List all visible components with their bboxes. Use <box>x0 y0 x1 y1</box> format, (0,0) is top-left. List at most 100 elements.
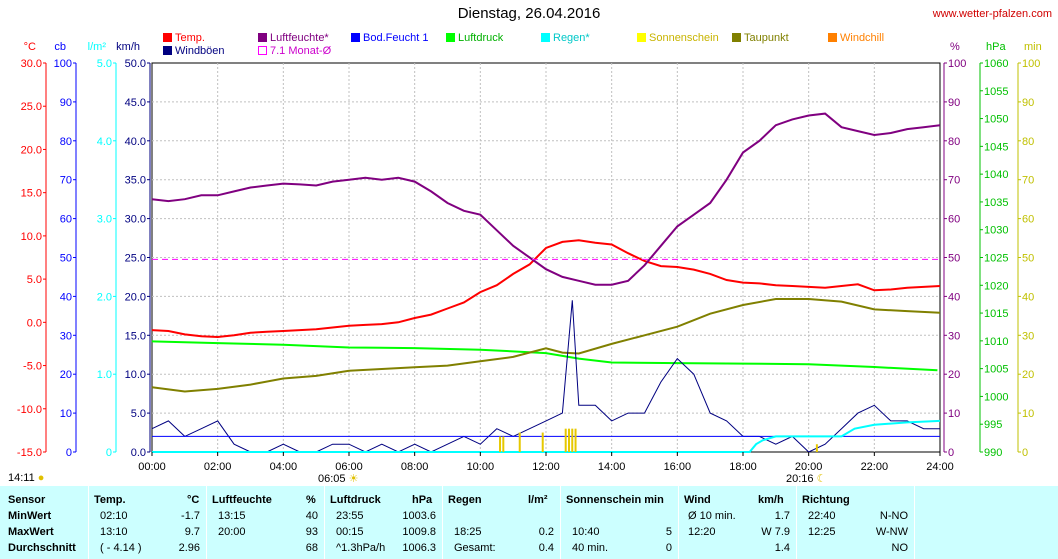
axis-label-rain: 4.0 <box>97 136 112 148</box>
axis-label-hum: 30 <box>948 330 960 342</box>
axis-label-wind: 35.0 <box>125 175 146 187</box>
axis-label-wind: 10.0 <box>125 369 146 381</box>
table-cell: 13:15 <box>218 510 246 522</box>
axis-label-sun: 60 <box>1022 214 1034 226</box>
legend-swatch <box>541 33 550 42</box>
header-pressure: Luftdruck <box>330 494 381 506</box>
axis-label-sun: 0 <box>1022 447 1028 459</box>
table-cell: 12:25 <box>808 526 836 538</box>
table-cell: 68 <box>305 542 318 554</box>
axis-unit-press: hPa <box>986 41 1006 53</box>
table-cell: NO <box>891 542 909 554</box>
header-sensor: Sensor <box>8 494 46 506</box>
axis-label-cb: 100 <box>54 58 72 70</box>
axis-label-sun: 20 <box>1022 369 1034 381</box>
x-tick-label: 16:00 <box>664 461 692 473</box>
legend-label: Luftfeuchte* <box>270 32 329 44</box>
axis-label-temp: -10.0 <box>17 404 42 416</box>
axis-label-press: 1020 <box>984 280 1008 292</box>
header-sunshine: Sonnenschein min <box>566 494 664 506</box>
legend-item: 7.1 Monat-Ø <box>258 45 331 57</box>
axis-label-press: 990 <box>984 447 1002 459</box>
axis-label-press: 1035 <box>984 197 1008 209</box>
site-link[interactable]: www.wetter-pfalzen.com <box>932 8 1052 20</box>
header-wind-unit: km/h <box>758 494 784 506</box>
axis-label-hum: 20 <box>948 369 960 381</box>
legend-item: Sonnenschein <box>637 32 719 44</box>
table-cell: 00:15 <box>336 526 364 538</box>
chart-title: Dienstag, 26.04.2016 <box>457 5 601 22</box>
axis-label-wind: 0.0 <box>131 447 146 459</box>
table-cell: N-NO <box>879 510 908 522</box>
table-cell: 1006.3 <box>402 542 436 554</box>
axis-label-wind: 5.0 <box>131 408 146 420</box>
table-cell: ^1.3hPa/h <box>336 542 386 554</box>
header-humidity-unit: % <box>306 494 316 506</box>
axis-label-press: 1025 <box>984 253 1008 265</box>
axis-label-rain: 0 <box>106 447 112 459</box>
axis-label-sun: 30 <box>1022 330 1034 342</box>
table-cell: 5 <box>665 526 672 538</box>
x-tick-label: 04:00 <box>270 461 298 473</box>
series-regen- <box>152 419 941 453</box>
axis-label-sun: 100 <box>1022 58 1040 70</box>
x-tick-label: 06:00 <box>335 461 363 473</box>
header-direction: Richtung <box>802 494 850 506</box>
header-rain: Regen <box>448 494 482 506</box>
axis-label-sun: 10 <box>1022 408 1034 420</box>
table-cell: 02:10 <box>100 510 128 522</box>
axis-label-wind: 45.0 <box>125 97 146 109</box>
legend-item: Temp. <box>163 32 205 44</box>
legend-swatch <box>828 33 837 42</box>
axis-label-rain: 1.0 <box>97 369 112 381</box>
legend-item: Luftdruck <box>446 32 503 44</box>
sunset-label: 20:16 ☾ <box>786 473 827 485</box>
axis-label-press: 1045 <box>984 141 1008 153</box>
header-temp: Temp. <box>94 494 126 506</box>
axis-label-sun: 50 <box>1022 253 1034 265</box>
axis-unit-temp: °C <box>24 41 36 53</box>
axis-label-temp: 5.0 <box>27 274 42 286</box>
axis-label-press: 1055 <box>984 86 1008 98</box>
axis-label-hum: 0 <box>948 447 954 459</box>
table-cell: 0.4 <box>538 542 554 554</box>
axis-label-cb: 70 <box>60 175 72 187</box>
axis-label-hum: 70 <box>948 175 960 187</box>
table-cell: 40 min. <box>572 542 609 554</box>
table-cell: 13:10 <box>100 526 128 538</box>
table-cell: 9.7 <box>184 526 200 538</box>
axis-label-cb: 40 <box>60 291 72 303</box>
axis-label-cb: 50 <box>60 253 72 265</box>
legend-item: Windchill <box>828 32 884 44</box>
legend-label: 7.1 Monat-Ø <box>270 45 332 57</box>
legend-swatch <box>258 33 267 42</box>
x-tick-label: 12:00 <box>532 461 560 473</box>
sun-icon: ☀ <box>345 473 359 485</box>
table-cell: W 7.9 <box>761 526 790 538</box>
axis-label-cb: 60 <box>60 214 72 226</box>
axis-label-sun: 90 <box>1022 97 1034 109</box>
axis-label-rain: 3.0 <box>97 214 112 226</box>
axis-label-temp: -15.0 <box>17 447 42 459</box>
legend-swatch <box>637 33 646 42</box>
axis-label-wind: 50.0 <box>125 58 146 70</box>
axis-label-cb: 90 <box>60 97 72 109</box>
axis-unit-rain: l/m² <box>88 41 107 53</box>
legend-label: Windchill <box>840 32 885 44</box>
legend-item: Taupunkt <box>732 32 789 44</box>
axis-label-wind: 25.0 <box>125 253 146 265</box>
axis-label-press: 1000 <box>984 391 1008 403</box>
header-humidity: Luftfeuchte <box>212 494 272 506</box>
legend-label: Sonnenschein <box>649 32 719 44</box>
axis-label-cb: 20 <box>60 369 72 381</box>
legend-item: Luftfeuchte* <box>258 32 329 44</box>
legend-swatch <box>446 33 455 42</box>
axis-label-sun: 40 <box>1022 291 1034 303</box>
axis-label-hum: 60 <box>948 214 960 226</box>
legend-label: Windböen <box>175 45 225 57</box>
table-cell: W-NW <box>875 526 908 538</box>
legend-swatch <box>732 33 741 42</box>
table-cell: 18:25 <box>454 526 482 538</box>
axis-label-cb: 80 <box>60 136 72 148</box>
axis-label-press: 1015 <box>984 308 1008 320</box>
